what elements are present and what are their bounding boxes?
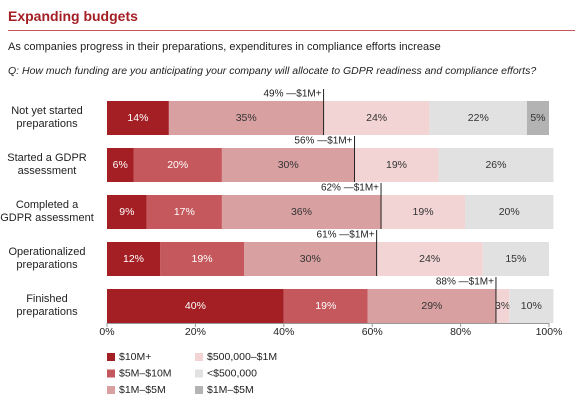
subtitle: As companies progress in their preparati… xyxy=(8,41,441,53)
legend-swatch xyxy=(107,369,115,378)
bar-segment xyxy=(465,195,554,229)
value-label: 12% xyxy=(123,253,144,265)
bar-segment xyxy=(354,148,439,182)
bar-segment xyxy=(482,242,549,276)
bar-segment xyxy=(107,289,284,323)
x-tick-label: 40% xyxy=(273,326,294,338)
legend-label: $1M–$5M xyxy=(207,384,254,396)
value-label: 36% xyxy=(291,206,312,218)
legend-label: $5M–$10M xyxy=(119,367,172,379)
category-label: Finished preparations xyxy=(16,293,78,318)
value-label: 24% xyxy=(419,253,440,265)
value-label: 19% xyxy=(386,159,407,171)
bar-segment xyxy=(526,101,549,135)
annotation-label: 49% —$1M+ xyxy=(263,89,321,100)
value-label: 30% xyxy=(278,159,299,171)
legend-swatch xyxy=(107,353,115,361)
value-label: 3% xyxy=(495,300,510,312)
bar-segment xyxy=(107,195,147,229)
bar-segment xyxy=(107,101,169,135)
legend-swatch xyxy=(107,386,115,394)
value-label: 14% xyxy=(127,112,148,124)
category-label: Started a GDPR assessment xyxy=(7,152,87,177)
legend-label: <$500,000 xyxy=(207,367,257,379)
category-label: Not yet started preparations xyxy=(11,105,83,130)
x-tick-label: 60% xyxy=(362,326,383,338)
legend-label: $500,000–$1M xyxy=(207,351,277,363)
bar-segment xyxy=(244,242,377,276)
bar-segment xyxy=(429,101,527,135)
value-label: 6% xyxy=(113,159,128,171)
x-tick-label: 20% xyxy=(185,326,206,338)
value-label: 30% xyxy=(300,253,321,265)
x-tick-label: 0% xyxy=(99,326,114,338)
value-label: 19% xyxy=(413,206,434,218)
question: Q: How much funding are you anticipating… xyxy=(8,65,537,77)
bar-segment xyxy=(146,195,222,229)
bar-segment xyxy=(509,289,554,323)
bar-segment xyxy=(495,289,510,323)
value-label: 26% xyxy=(485,159,506,171)
value-label: 9% xyxy=(119,206,134,218)
legend-swatch xyxy=(195,369,203,378)
value-label: 35% xyxy=(236,112,257,124)
bar-segment xyxy=(221,195,382,229)
bar-segment xyxy=(376,242,483,276)
category-label: Completed a GDPR assessment xyxy=(0,199,94,224)
bar-segment xyxy=(323,101,430,135)
bar-segment xyxy=(381,195,466,229)
bar-segment xyxy=(168,101,324,135)
bar-segment xyxy=(160,242,245,276)
annotation-label: 88% —$1M+ xyxy=(436,277,494,288)
annotation-label: 56% —$1M+ xyxy=(294,136,352,147)
bar-segment xyxy=(107,148,134,182)
title-rule xyxy=(8,30,575,31)
value-label: 19% xyxy=(315,300,336,312)
legend-label: $1M–$5M xyxy=(119,384,166,396)
bar-segment xyxy=(221,148,355,182)
title: Expanding budgets xyxy=(8,8,138,24)
bar-segment xyxy=(367,289,496,323)
value-label: 19% xyxy=(192,253,213,265)
value-label: 5% xyxy=(530,112,545,124)
bar-segment xyxy=(133,148,222,182)
bar-segment xyxy=(283,289,368,323)
legend-swatch xyxy=(195,386,203,394)
annotation-label: 62% —$1M+ xyxy=(321,183,379,194)
bar-segment xyxy=(107,242,161,276)
value-label: 17% xyxy=(174,206,195,218)
legend-label: $10M+ xyxy=(119,351,151,363)
x-tick-label: 100% xyxy=(536,326,563,338)
value-label: 20% xyxy=(167,159,188,171)
bar-segment xyxy=(438,148,554,182)
value-label: 40% xyxy=(185,300,206,312)
value-label: 22% xyxy=(468,112,489,124)
value-label: 20% xyxy=(499,206,520,218)
legend-swatch xyxy=(195,353,203,361)
x-tick-label: 80% xyxy=(450,326,471,338)
annotation-label: 61% —$1M+ xyxy=(317,230,375,241)
value-label: 29% xyxy=(421,300,442,312)
category-label: Operationalized preparations xyxy=(8,246,86,271)
value-label: 24% xyxy=(366,112,387,124)
value-label: 15% xyxy=(505,253,526,265)
value-label: 10% xyxy=(521,300,542,312)
